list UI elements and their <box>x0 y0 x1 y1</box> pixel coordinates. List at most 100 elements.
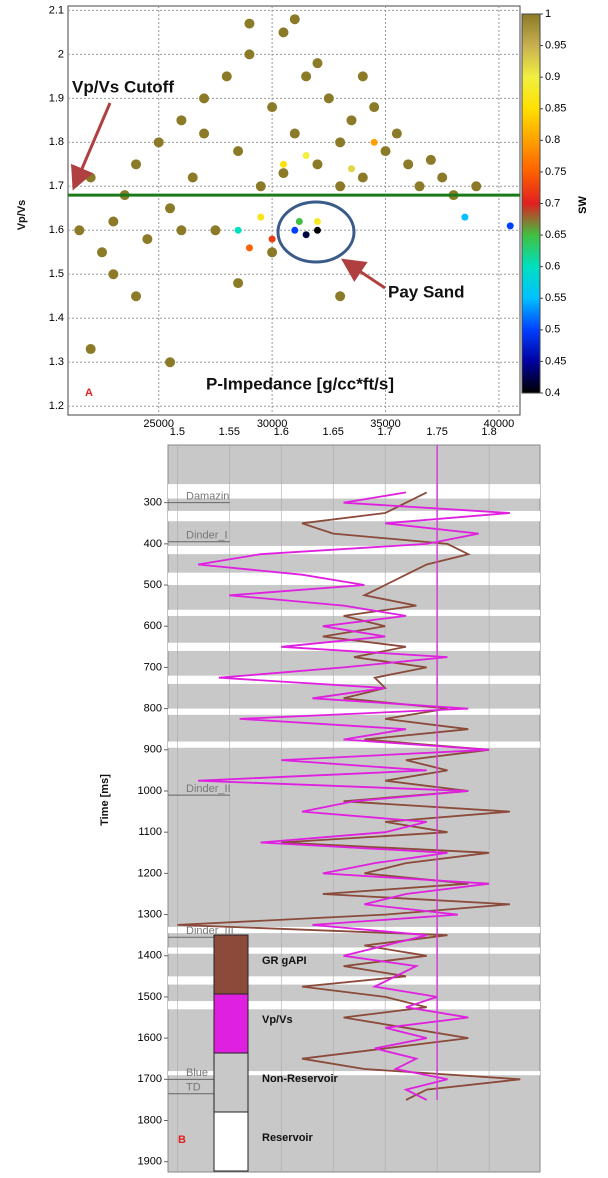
scatter-point <box>335 291 346 302</box>
scatter-point <box>210 225 221 236</box>
reservoir-band <box>168 609 540 616</box>
reservoir-band <box>168 947 540 954</box>
scatter-point <box>74 225 85 236</box>
colorbar-label: SW <box>577 196 589 214</box>
colorbar-tick-label: 0.9 <box>545 71 560 83</box>
colorbar-tick-label: 0.75 <box>545 166 566 178</box>
legend-swatch <box>213 934 249 995</box>
x-tick-label: 1.75 <box>426 426 447 438</box>
scatter-point <box>313 217 321 225</box>
x-tick-label: 1.7 <box>378 426 393 438</box>
legend-label: Vp/Vs <box>262 1014 293 1026</box>
colorbar-tick-label: 0.95 <box>545 39 566 51</box>
x-tick-label: 30000 <box>257 418 288 430</box>
y-tick-label: 2.1 <box>49 4 64 16</box>
y-tick-label: 900 <box>144 744 162 756</box>
legend-label: GR gAPI <box>262 955 307 967</box>
y-tick-label: 1.3 <box>49 356 64 368</box>
scatter-point <box>97 247 108 258</box>
y-tick-label: 1.6 <box>49 224 64 236</box>
scatter-point <box>142 234 153 245</box>
y-tick-label: 1900 <box>138 1156 162 1168</box>
scatter-point <box>380 146 391 157</box>
scatter-point <box>268 235 276 243</box>
y-tick-label: 1.7 <box>49 180 64 192</box>
scatter-point <box>233 146 244 157</box>
colorbar-tick-label: 0.5 <box>545 324 560 336</box>
colorbar-tick-label: 1 <box>545 8 551 20</box>
scatter-point <box>391 128 402 139</box>
scatter-point <box>131 291 142 302</box>
scatter-point <box>312 58 323 69</box>
formation-top-label: TD <box>186 1082 201 1094</box>
scatter-point <box>165 357 176 368</box>
y-tick-label: 2 <box>58 48 64 60</box>
y-tick-label: 1100 <box>138 826 162 838</box>
scatter-point <box>244 49 255 60</box>
scatter-point <box>165 203 176 214</box>
y-tick-label: 800 <box>144 703 162 715</box>
reservoir-band <box>168 675 540 684</box>
arrow <box>341 258 386 290</box>
y-tick-label: 700 <box>144 661 162 673</box>
scatter-point <box>335 181 346 192</box>
x-tick-label: 1.65 <box>323 426 344 438</box>
plot-area <box>67 5 521 416</box>
colorbar-tick-label: 0.6 <box>545 261 560 273</box>
legend-swatch <box>213 993 249 1054</box>
scatter-point <box>85 344 96 355</box>
reservoir-band <box>168 545 540 555</box>
scatter-point <box>233 278 244 289</box>
y-tick-label: 1.9 <box>49 92 64 104</box>
scatter-point <box>346 115 357 126</box>
scatter-point <box>335 137 346 148</box>
scatter-point <box>302 152 310 160</box>
scatter-point <box>437 172 448 183</box>
scatter-point <box>302 231 310 239</box>
x-axis-label: P-Impedance [g/cc*ft/s] <box>206 374 394 393</box>
scatter-point <box>357 71 368 82</box>
x-tick-label: 1.8 <box>481 426 496 438</box>
log-curve <box>197 491 510 1101</box>
y-tick-label: 1.4 <box>49 312 64 324</box>
scatter-point <box>291 226 299 234</box>
y-axis-label: Vp/Vs <box>16 200 28 231</box>
formation-top-label: Dinder_I <box>186 530 228 542</box>
x-tick-label: 1.55 <box>219 426 240 438</box>
scatter-point <box>176 225 187 236</box>
colorbar-tick-label: 0.8 <box>545 134 560 146</box>
pay-sand-outline <box>276 200 356 264</box>
y-tick-label: 1500 <box>138 991 162 1003</box>
scatter-point <box>278 27 289 38</box>
scatter-point <box>370 138 378 146</box>
formation-top-label: Blue <box>186 1067 208 1079</box>
legend-swatch <box>213 1052 249 1113</box>
reservoir-band <box>168 926 540 934</box>
scatter-point <box>506 222 514 230</box>
legend-label: Non-Reservoir <box>262 1073 339 1085</box>
y-tick-label: 300 <box>144 497 162 509</box>
colorbar-tick-label: 0.4 <box>545 387 560 399</box>
scatter-point <box>301 71 312 82</box>
y-tick-label: 1800 <box>138 1114 162 1126</box>
y-tick-label: 1300 <box>138 908 162 920</box>
panel-label: A <box>85 387 93 399</box>
scatter-point <box>357 172 368 183</box>
scatter-point <box>347 165 355 173</box>
reservoir-band <box>168 708 540 715</box>
scatter-point <box>176 115 187 126</box>
scatter-point <box>279 160 287 168</box>
legend-label: Reservoir <box>262 1132 313 1144</box>
x-tick-label: 35000 <box>370 418 401 430</box>
scatter-point <box>289 128 300 139</box>
scatter-point <box>199 93 210 104</box>
scatter-point <box>312 159 323 170</box>
colorbar-tick-label: 0.55 <box>545 292 566 304</box>
x-tick-label: 25000 <box>143 418 174 430</box>
reservoir-band <box>168 1071 540 1076</box>
scatter-point <box>153 137 164 148</box>
scatter-point <box>461 213 469 221</box>
scatter-point <box>289 14 300 25</box>
